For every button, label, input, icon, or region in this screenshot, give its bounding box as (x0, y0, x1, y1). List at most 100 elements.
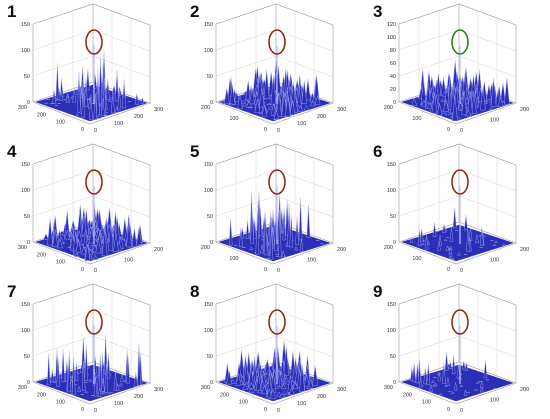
surface-peak (466, 229, 470, 252)
surface-peak (299, 363, 305, 392)
surface-peak (426, 102, 433, 109)
surface-peak (442, 362, 446, 384)
y-tick-label: 300 (201, 385, 210, 391)
surface-peak (93, 93, 98, 120)
surface-peak (255, 373, 262, 391)
surface-peak (285, 95, 291, 117)
x-tick-label: 200 (520, 247, 529, 253)
panel-number: 4 (7, 142, 17, 161)
plot-panel-3: 0 20 40 60 80 100 120 0 100 200 0 100 200 3 (366, 0, 549, 139)
y-tick-label: 200 (201, 105, 210, 111)
surface-peak (46, 352, 51, 386)
z-tick-label: 0 (210, 380, 213, 386)
surface-peak (423, 367, 428, 385)
surface-peak (289, 100, 296, 116)
surface-peak (119, 382, 123, 387)
x-tick-label: 100 (297, 121, 306, 127)
surface-peak (111, 89, 115, 114)
surface-peak (284, 379, 291, 385)
surface-peak (122, 79, 126, 109)
z-tick-label: 0 (27, 240, 30, 246)
surface-peak (267, 105, 274, 110)
surface-peak (250, 209, 254, 244)
plot-panel-5: 0 50 100 150 0 100 200 0 100 200 5 (183, 140, 366, 279)
surface-peak (493, 241, 499, 243)
x-tick-label: 100 (114, 401, 123, 407)
y-tick-label: 200 (384, 105, 393, 111)
x-tick-label: 0 (94, 408, 97, 414)
surface-peak (281, 92, 288, 117)
z-tick-label: 150 (204, 162, 213, 168)
surface-peak (242, 383, 249, 390)
x-tick-label: 0 (277, 128, 280, 134)
z-tick-label: 100 (387, 35, 396, 41)
surface-peak (137, 343, 141, 386)
surface-peak (237, 94, 243, 109)
panel-number: 3 (373, 2, 382, 21)
peak-marker-ellipse (451, 309, 469, 335)
surface-peak (504, 77, 510, 105)
y-tick-label: 300 (18, 105, 27, 111)
surface-peak (252, 218, 257, 239)
y-tick-label: 200 (220, 392, 229, 398)
x-tick-label: 200 (154, 247, 163, 253)
surface-peak (52, 89, 56, 104)
surface-peak (88, 227, 95, 244)
x-tick-label: 0 (460, 268, 463, 274)
surface-peak (126, 221, 132, 248)
y-tick-label: 300 (384, 385, 393, 391)
surface-peak (421, 99, 427, 107)
surface-peak (223, 87, 230, 105)
surface-peak (84, 77, 88, 107)
surface-peak (96, 74, 100, 117)
surface-peak (464, 253, 468, 255)
plot-panel-2: 0 50 100 150 0 100 200 0 100 200 300 2 (183, 0, 366, 139)
y-tick-label: 100 (56, 120, 65, 126)
surface-peak (461, 361, 466, 370)
z-tick-label: 50 (207, 74, 213, 80)
surface-peak (239, 227, 243, 248)
z-tick-label: 150 (21, 162, 30, 168)
x-tick-label: 300 (154, 387, 163, 393)
surface-peak (75, 239, 82, 253)
surface-peak (279, 392, 286, 398)
surface-peak (411, 96, 418, 106)
panel-number: 7 (7, 282, 16, 301)
surface-peak (437, 373, 442, 381)
y-tick-label: 200 (384, 245, 393, 251)
x-tick-label: 100 (297, 401, 306, 407)
surface-peak (72, 88, 77, 103)
surface-peak (301, 80, 308, 104)
surface-peak (97, 112, 102, 119)
panel-number: 9 (373, 282, 382, 301)
z-tick-label: 0 (393, 240, 396, 246)
z-tick-label: 150 (204, 302, 213, 308)
y-tick-label: 100 (229, 256, 238, 262)
surface-peak (464, 362, 469, 371)
y-tick-label: 300 (18, 385, 27, 391)
surface-peak (282, 222, 287, 241)
surface-peak (443, 99, 449, 112)
panel-number: 5 (190, 142, 199, 161)
surface-peak (120, 373, 124, 383)
z-tick-label: 50 (390, 214, 396, 220)
z-tick-label: 50 (24, 354, 30, 360)
surface-peak (254, 99, 261, 113)
surface-peak (457, 83, 464, 99)
z-tick-label: 100 (204, 48, 213, 54)
surface-peak (261, 105, 268, 117)
y-tick-label: 0 (81, 267, 84, 273)
peak-marker-ellipse (451, 169, 469, 195)
z-tick-label: 80 (390, 48, 396, 54)
surface-peak (417, 228, 422, 246)
y-tick-label: 0 (447, 127, 450, 133)
x-tick-label: 100 (124, 258, 133, 264)
surface-peak (299, 238, 304, 252)
surface-peak (488, 106, 495, 110)
surface-peak (263, 69, 270, 99)
surface-peak (114, 106, 119, 113)
peak-marker-ellipse (85, 29, 103, 55)
surface-peak (298, 197, 303, 241)
